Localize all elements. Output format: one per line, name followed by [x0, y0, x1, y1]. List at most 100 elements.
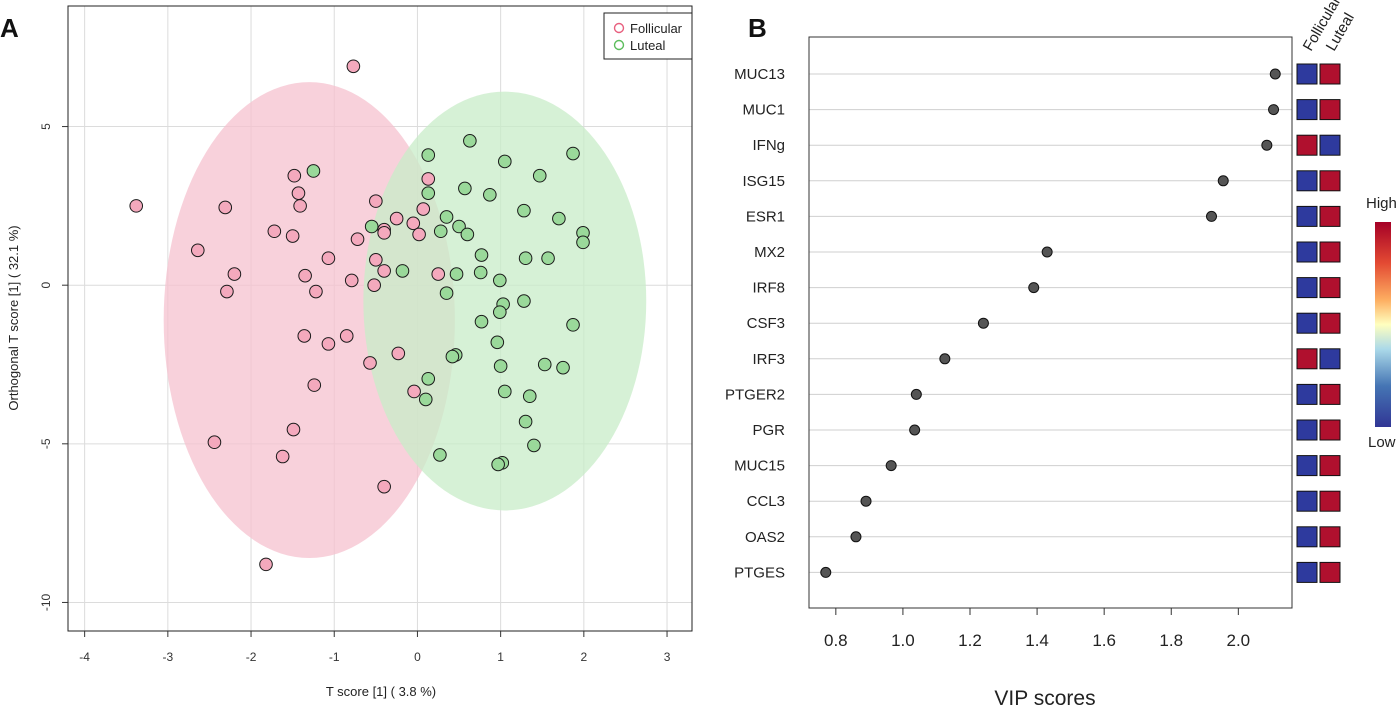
vip-x-tick-label: 0.8: [824, 631, 848, 650]
point-luteal: [498, 384, 512, 399]
x-tick-label: 2: [580, 650, 587, 664]
x-tick-label: -1: [329, 650, 340, 664]
heatmap-cell: [1319, 205, 1341, 227]
x-tick-label: 0: [414, 650, 421, 664]
color-scale-low-label: Low: [1368, 434, 1396, 451]
point-luteal: [439, 286, 454, 300]
scatter-y-axis-title: Orthogonal T score [1] ( 32.1 %): [6, 225, 21, 410]
heatmap-cell: [1319, 170, 1341, 192]
point-luteal: [449, 267, 464, 281]
legend-follicular-marker: [613, 22, 625, 34]
point-follicular: [406, 216, 421, 231]
vip-x-tick-label: 2.0: [1227, 631, 1251, 650]
point-luteal: [439, 210, 454, 224]
point-follicular: [431, 267, 446, 281]
scatter-points: [129, 59, 590, 572]
vip-point: [1028, 282, 1040, 294]
vip-plot-frame: [808, 36, 1293, 609]
gene-label: ISG15: [742, 173, 785, 190]
heatmap-cell: [1319, 348, 1341, 370]
vip-point: [1041, 246, 1053, 258]
heatmap-cell: [1296, 526, 1318, 548]
heatmap-cell: [1296, 241, 1318, 263]
gene-label: PTGES: [734, 564, 785, 581]
vip-x-tick-label: 1.0: [891, 631, 915, 650]
point-luteal: [517, 203, 531, 218]
heatmap-cell: [1319, 277, 1341, 299]
point-luteal: [527, 438, 541, 453]
point-follicular: [350, 232, 365, 246]
point-follicular: [321, 251, 336, 266]
point-follicular: [339, 329, 354, 343]
gene-label: MUC1: [742, 102, 785, 119]
heatmap-cell: [1319, 526, 1341, 548]
gene-label: MUC13: [734, 66, 785, 83]
heatmap-cell: [1319, 419, 1341, 441]
point-follicular: [369, 253, 383, 267]
vip-point: [909, 424, 921, 436]
x-tick-label: -2: [246, 650, 257, 664]
vip-point: [820, 566, 832, 578]
heatmap-cell: [1296, 170, 1318, 192]
color-scale-bar: [1375, 222, 1391, 427]
vip-plot-panel: MUC13 MUC1 IFNg ISG15 ESR1 MX2 IRF8 CSF3 IRF3 PTG…: [725, 0, 1397, 708]
point-follicular: [412, 227, 426, 242]
point-follicular: [297, 329, 312, 343]
point-luteal: [474, 314, 489, 329]
point-follicular: [346, 59, 361, 74]
point-follicular: [344, 273, 359, 288]
legend-box: [603, 12, 693, 60]
point-luteal: [490, 335, 505, 350]
scatter-plot-frame: [67, 5, 693, 632]
scatter-plot-panel: -4 -3 -2 -1 0 1 2 3 -10-505 T score [1] ( 3.8 %…: [6, 5, 693, 699]
gene-label: IFNg: [752, 137, 785, 154]
point-luteal: [452, 219, 466, 234]
point-follicular: [377, 226, 391, 240]
heatmap-cell: [1319, 63, 1341, 85]
point-luteal: [518, 414, 533, 429]
panel-b-label: B: [748, 13, 767, 43]
point-luteal: [518, 251, 533, 266]
scatter-x-ticks: -4 -3 -2 -1 0 1 2 3: [79, 631, 671, 664]
point-follicular: [129, 199, 144, 213]
point-luteal: [433, 224, 448, 239]
point-luteal: [566, 318, 580, 332]
vip-point: [860, 495, 872, 507]
point-luteal: [421, 186, 436, 200]
vip-x-tick-label: 1.4: [1025, 631, 1049, 650]
point-follicular: [298, 268, 312, 283]
point-luteal: [532, 168, 547, 183]
heatmap-cell: [1296, 205, 1318, 227]
gene-label: PTGER2: [725, 386, 785, 403]
point-follicular: [307, 378, 322, 392]
vip-point: [910, 388, 922, 400]
y-tick-label: -10: [39, 593, 53, 611]
point-luteal: [541, 251, 555, 266]
vip-point: [1269, 68, 1281, 80]
vip-point: [850, 531, 862, 543]
point-follicular: [275, 449, 290, 464]
y-tick-label: 5: [39, 123, 53, 130]
point-luteal: [364, 219, 379, 234]
point-luteal: [306, 164, 321, 178]
point-luteal: [483, 187, 497, 202]
point-follicular: [207, 435, 222, 450]
heatmap-cell: [1319, 241, 1341, 263]
heatmap-cell: [1319, 561, 1341, 583]
x-tick-label: -4: [79, 650, 90, 664]
point-luteal: [566, 146, 580, 161]
heatmap-cell: [1296, 277, 1318, 299]
point-luteal: [474, 248, 489, 262]
vip-x-ticks: 0.8 1.0 1.2 1.4 1.6 1.8 2.0: [824, 608, 1250, 650]
x-tick-label: -3: [163, 650, 174, 664]
point-follicular: [220, 284, 234, 299]
vip-point: [977, 317, 989, 329]
legend-luteal-label: Luteal: [630, 38, 666, 53]
point-follicular: [416, 202, 431, 216]
point-follicular: [218, 200, 233, 215]
point-follicular: [267, 224, 282, 239]
point-follicular: [286, 422, 301, 437]
vip-x-tick-label: 1.2: [958, 631, 982, 650]
point-luteal: [395, 264, 410, 278]
